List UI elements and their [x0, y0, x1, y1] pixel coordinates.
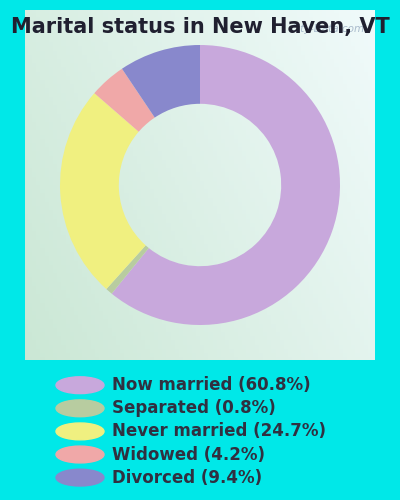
Text: Widowed (4.2%): Widowed (4.2%)	[112, 446, 265, 464]
Circle shape	[56, 446, 104, 463]
Text: Marital status in New Haven, VT: Marital status in New Haven, VT	[11, 18, 389, 38]
Wedge shape	[122, 45, 200, 118]
Text: Never married (24.7%): Never married (24.7%)	[112, 422, 326, 440]
Circle shape	[56, 400, 104, 416]
Circle shape	[56, 423, 104, 440]
Text: Separated (0.8%): Separated (0.8%)	[112, 400, 276, 417]
Text: Divorced (9.4%): Divorced (9.4%)	[112, 468, 262, 486]
Text: Now married (60.8%): Now married (60.8%)	[112, 376, 311, 394]
Circle shape	[56, 469, 104, 486]
Text: City-Data.com: City-Data.com	[290, 24, 364, 34]
Circle shape	[56, 377, 104, 394]
Wedge shape	[60, 93, 146, 289]
Wedge shape	[106, 246, 149, 294]
Wedge shape	[94, 69, 155, 132]
Wedge shape	[112, 45, 340, 325]
